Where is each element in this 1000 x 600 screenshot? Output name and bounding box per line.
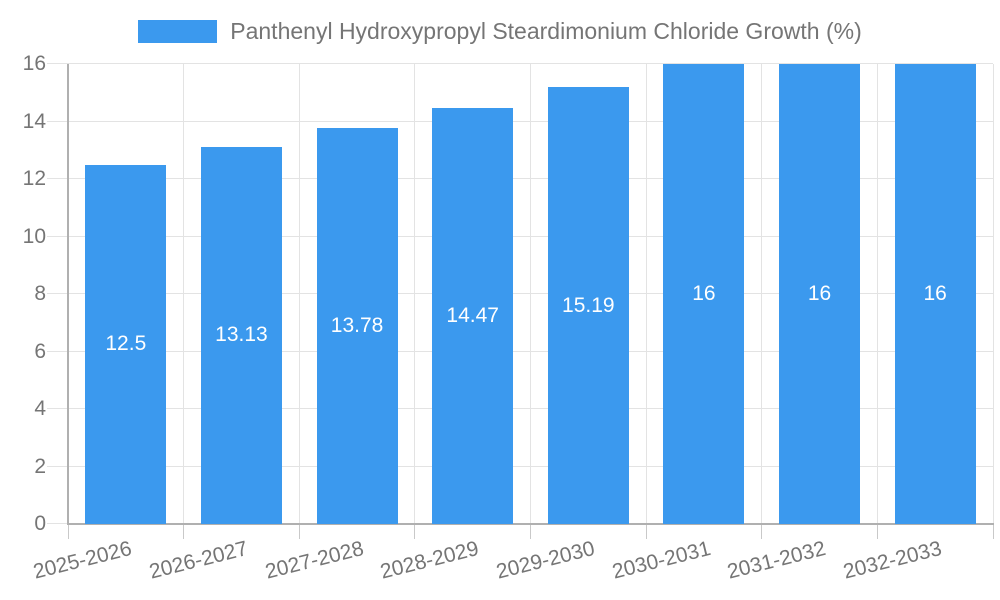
x-axis-tick <box>992 524 994 539</box>
y-gridline <box>47 350 993 352</box>
bar-2027-2028[interactable] <box>316 127 398 524</box>
x-gridline <box>876 64 878 524</box>
x-axis-tick-label: 2028-2029 <box>378 537 482 584</box>
x-gridline <box>298 64 300 524</box>
x-gridline <box>183 64 185 524</box>
bar-value-label: 12.5 <box>105 332 147 356</box>
bar-2031-2032[interactable] <box>779 64 861 524</box>
y-gridline <box>47 178 993 179</box>
bar-value-label: 16 <box>807 282 832 305</box>
y-gridline <box>47 63 993 64</box>
x-axis-tick-label: 2032-2033 <box>840 537 944 584</box>
x-axis-line <box>67 523 994 525</box>
x-axis-tick <box>876 524 878 539</box>
x-gridline <box>414 64 416 524</box>
bar-value-label: 13.13 <box>215 323 268 347</box>
y-gridline <box>47 293 993 294</box>
bar-2025-2026[interactable] <box>85 164 167 524</box>
x-axis-tick-label: 2029-2030 <box>493 537 597 584</box>
y-axis-tick-label: 2 <box>34 454 46 478</box>
x-axis-tick-label: 2030-2031 <box>609 537 713 584</box>
y-axis-tick-label: 10 <box>22 224 46 248</box>
bar-2029-2030[interactable] <box>547 87 629 524</box>
bar-2032-2033[interactable] <box>894 64 976 524</box>
y-axis-tick-label: 8 <box>34 282 46 305</box>
x-axis-tick <box>414 524 416 539</box>
x-axis-tick <box>67 524 69 539</box>
x-axis-tick <box>645 524 647 539</box>
y-axis-line <box>67 64 69 524</box>
legend[interactable]: Panthenyl Hydroxypropyl Steardimonium Ch… <box>0 16 1000 46</box>
y-axis-tick-label: 4 <box>34 397 46 420</box>
y-gridline <box>47 120 993 122</box>
y-gridline <box>47 408 993 409</box>
y-gridline <box>47 465 993 467</box>
x-gridline <box>645 64 647 524</box>
legend-swatch <box>138 19 218 43</box>
y-axis-tick-label: 0 <box>34 512 46 535</box>
bar-value-label: 15.19 <box>562 293 615 317</box>
x-axis-tick-label: 2026-2027 <box>146 537 251 584</box>
x-axis-tick <box>761 524 763 539</box>
bar-value-label: 16 <box>923 282 947 305</box>
y-axis-tick-label: 14 <box>22 109 46 133</box>
bar-value-label: 16 <box>692 282 716 305</box>
bar-value-label: 14.47 <box>446 303 499 327</box>
legend-label: Panthenyl Hydroxypropyl Steardimonium Ch… <box>230 17 862 44</box>
y-gridline <box>47 235 993 237</box>
x-axis-tick-label: 2027-2028 <box>262 537 366 584</box>
bar-2030-2031[interactable] <box>663 64 745 524</box>
x-axis-tick <box>183 524 185 539</box>
x-axis-tick <box>530 524 531 539</box>
x-gridline <box>761 64 763 524</box>
x-axis-tick-label: 2031-2032 <box>725 537 829 584</box>
x-gridline <box>992 64 994 524</box>
bar-value-label: 13.78 <box>330 313 384 337</box>
bar-2026-2027[interactable] <box>200 146 282 524</box>
y-axis-tick-label: 12 <box>22 167 46 190</box>
x-gridline <box>530 64 531 524</box>
y-axis-tick-label: 16 <box>22 52 46 75</box>
y-axis-tick-label: 6 <box>34 339 46 363</box>
x-axis-tick-label: 2025-2026 <box>31 537 135 584</box>
x-axis-tick <box>298 524 300 539</box>
bar-2028-2029[interactable] <box>432 107 514 524</box>
